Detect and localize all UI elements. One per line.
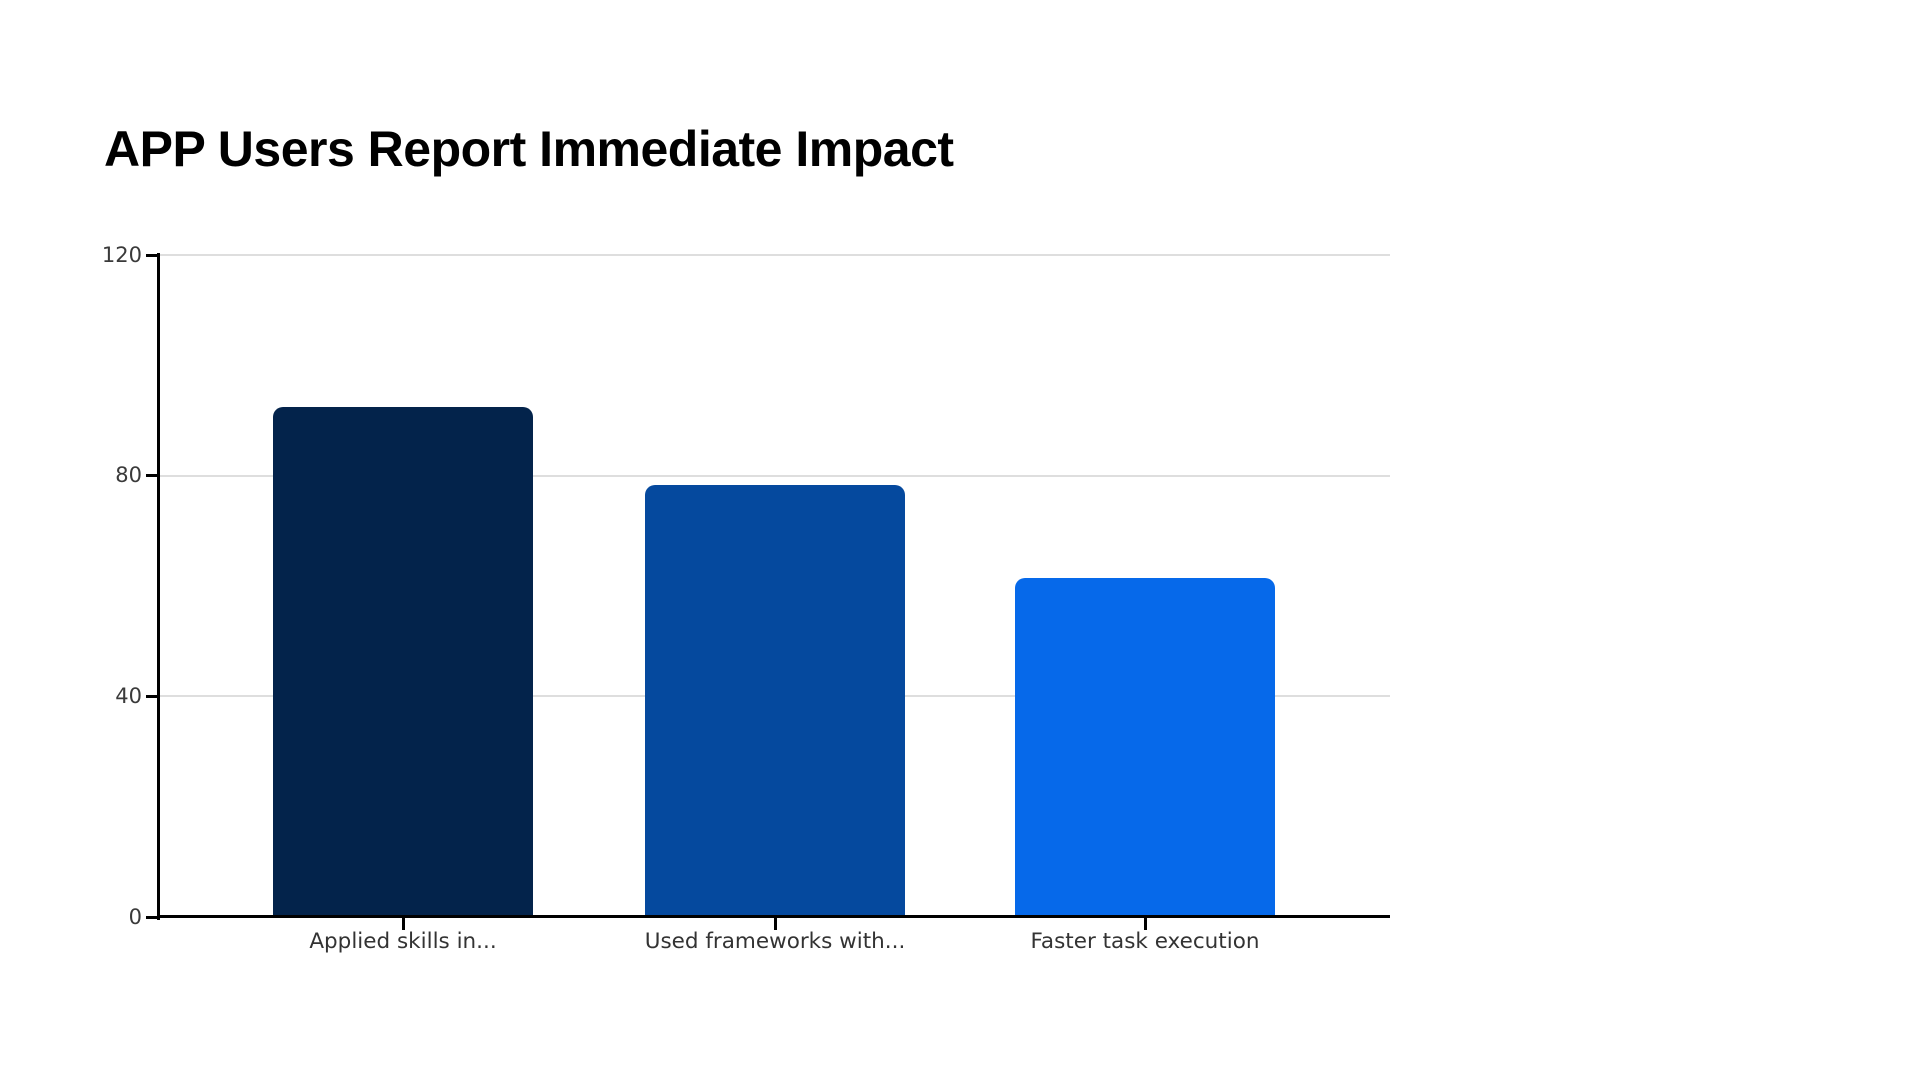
y-tick-label: 80 <box>115 463 142 488</box>
x-axis <box>157 915 1390 918</box>
gridline <box>160 254 1390 256</box>
x-tick-mark <box>401 918 405 930</box>
y-tick-mark <box>146 474 160 478</box>
y-tick-label: 40 <box>115 683 142 708</box>
bar <box>273 407 533 915</box>
y-tick-label: 120 <box>101 242 142 267</box>
y-tick-mark <box>146 694 160 698</box>
bar <box>1015 578 1275 915</box>
y-tick-mark <box>146 253 160 257</box>
bar <box>645 484 905 915</box>
chart-title: APP Users Report Immediate Impact <box>104 121 954 177</box>
x-category-label: Applied skills in... <box>309 929 497 954</box>
x-tick-mark <box>1143 918 1147 930</box>
gridline <box>160 474 1390 477</box>
y-axis <box>157 253 160 920</box>
x-category-label: Used frameworks with... <box>644 929 906 954</box>
y-tick-label: 0 <box>128 904 142 929</box>
x-category-label: Faster task execution <box>1030 929 1260 954</box>
x-tick-mark <box>773 918 777 930</box>
y-tick-mark <box>146 915 160 919</box>
